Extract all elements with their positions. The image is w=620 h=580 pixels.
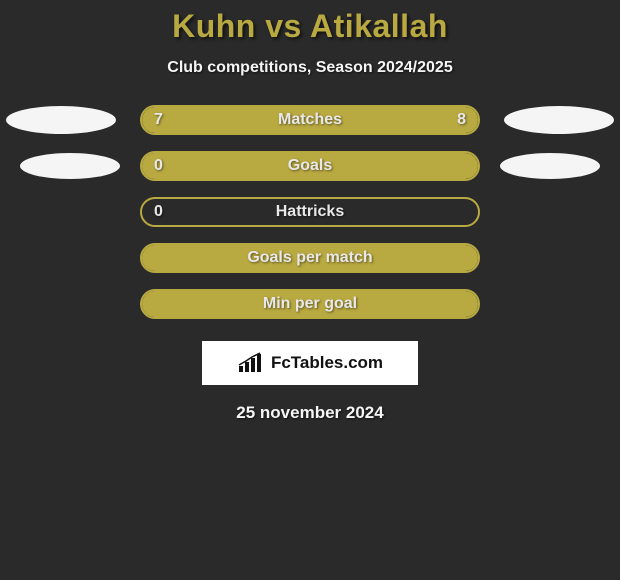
stat-bar: 0 Hattricks (140, 197, 480, 227)
stat-value-left: 0 (154, 203, 163, 221)
stat-row-goals: 0 Goals (0, 151, 620, 181)
avatar-placeholder-right (500, 153, 600, 179)
stat-row-hattricks: 0 Hattricks (0, 197, 620, 227)
stat-fill-left (142, 107, 300, 133)
stat-bar: Goals per match (140, 243, 480, 273)
avatar-placeholder-left (20, 153, 120, 179)
stat-row-matches: 7 Matches 8 (0, 105, 620, 135)
brand-text: FcTables.com (271, 353, 383, 373)
stat-label: Hattricks (276, 203, 344, 221)
stats-area: 7 Matches 8 0 Goals 0 Hattricks (0, 105, 620, 319)
stat-row-goals-per-match: Goals per match (0, 243, 620, 273)
stat-value-left: 0 (154, 157, 163, 175)
stat-value-left: 7 (154, 111, 163, 129)
brand-link[interactable]: FcTables.com (202, 341, 418, 385)
avatar-placeholder-right (504, 106, 614, 134)
stat-label: Matches (278, 111, 342, 129)
widget-container: Kuhn vs Atikallah Club competitions, Sea… (0, 0, 620, 423)
date-label: 25 november 2024 (0, 403, 620, 423)
avatar-placeholder-left (6, 106, 116, 134)
stat-row-min-per-goal: Min per goal (0, 289, 620, 319)
stat-value-right: 8 (457, 111, 466, 129)
stat-label: Goals (288, 157, 332, 175)
subtitle: Club competitions, Season 2024/2025 (0, 59, 620, 77)
stat-bar: 0 Goals (140, 151, 480, 181)
stat-bar: 7 Matches 8 (140, 105, 480, 135)
stat-bar: Min per goal (140, 289, 480, 319)
page-title: Kuhn vs Atikallah (0, 8, 620, 45)
bar-chart-icon (237, 352, 265, 374)
stat-label: Goals per match (247, 249, 372, 267)
stat-label: Min per goal (263, 295, 357, 313)
